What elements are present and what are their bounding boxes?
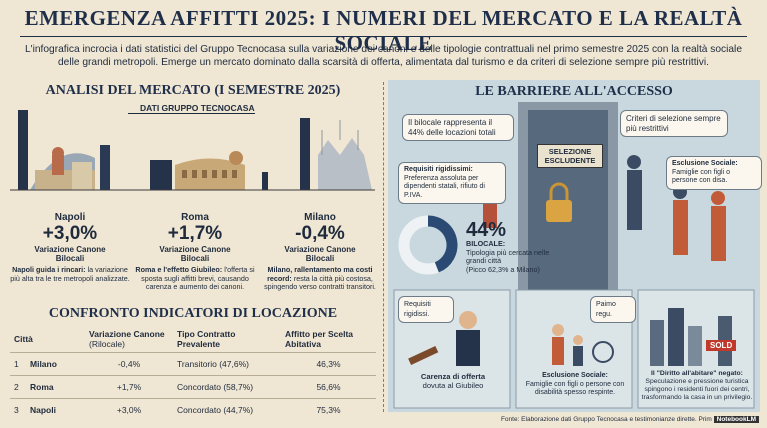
city-name: Napoli — [54, 212, 86, 223]
panel-caption: Esclusione Sociale: Famiglie con figli o … — [516, 372, 634, 398]
brand: NotebookLM — [713, 416, 759, 423]
panel-lead: Carenza di offerta — [420, 372, 486, 381]
city-name: Roma — [181, 212, 209, 223]
panel-caption: Carenza di offerta dovuta al Giubileo — [394, 372, 512, 390]
skylines — [10, 110, 375, 191]
city-metric: Variazione Canone Bilocali — [159, 245, 231, 263]
note-text: Preferenza assoluta per dipendenti stata… — [404, 174, 485, 199]
source: Fonte: Elaborazione dati Gruppo Tecnocas… — [500, 416, 712, 423]
market-title: ANALISI DEL MERCATO (I SEMESTRE 2025) — [45, 83, 341, 98]
city-desc: Napoli guida i rincari: la variazione pi… — [10, 265, 130, 283]
city-name: Milano — [304, 212, 336, 223]
cell: -0,4% — [85, 352, 174, 376]
cell: Milano — [26, 352, 86, 376]
donut-desc: Tipologia più cercata nelle grandi città — [466, 247, 550, 265]
cell: 2 — [10, 375, 26, 399]
cell: 1 — [10, 352, 26, 376]
city-text: l'offerta si sposta sugli affitti brevi,… — [141, 265, 255, 291]
th: Variazione Canone (Rilocale) — [85, 326, 173, 353]
sold-sign: SOLD — [706, 340, 737, 351]
rule — [20, 36, 747, 37]
bubble: Criteri di selezione sempre più restritt… — [620, 110, 728, 137]
city-text: resta la città più costosa, spingendo ve… — [264, 273, 376, 291]
panel-lead: Il "Diritto all'abitare" negato: — [651, 370, 743, 377]
city-desc: Roma e l'effetto Giubileo: l'offerta si … — [135, 265, 255, 292]
donut — [398, 215, 458, 275]
skyline-milano — [300, 118, 372, 190]
panel-text: Famiglie con figli o persone con disabil… — [525, 380, 625, 397]
city-metric: Variazione Canone Bilocali — [34, 245, 106, 263]
cell: +3,0% — [85, 398, 174, 421]
note: Esclusione Sociale: Famiglie con figli o … — [666, 156, 762, 190]
cell: Napoli — [26, 398, 86, 421]
door-sign: SELEZIONE ESCLUDENTE — [537, 144, 603, 168]
table-row: 2 Roma +1,7% Concordato (58,7%) 56,6% — [10, 375, 376, 399]
cell: 46,3% — [281, 352, 376, 376]
cell: Transitorio (47,6%) — [173, 352, 282, 376]
padlock-shackle — [549, 182, 569, 200]
title: EMERGENZA AFFITTI 2025: I NUMERI DEL MER… — [24, 6, 743, 55]
donut-label: 44% — [466, 219, 507, 241]
table-row: 3 Napoli +3,0% Concordato (44,7%) 75,3% — [10, 398, 376, 421]
divider — [383, 82, 384, 412]
panel-text: dovuta al Giubileo — [422, 381, 484, 390]
skyline-roma — [150, 151, 268, 190]
th-main: Variazione Canone — [89, 329, 165, 339]
city-change: +1,7% — [167, 223, 223, 244]
donut-lead: BILOCALE: — [466, 239, 506, 248]
city-desc: Milano, rallentamento ma costi record: r… — [260, 265, 380, 292]
city-card: Napoli +3,0% Variazione Canone Bilocali … — [10, 212, 130, 283]
note-lead: Requisiti rigidissimi: — [404, 166, 473, 173]
footer: Fonte: Elaborazione dati Gruppo Tecnocas… — [501, 416, 759, 423]
barriers-title: LE BARRIERE ALL'ACCESSO — [475, 84, 673, 99]
donut-note: (Picco 62,3% a Milano) — [466, 264, 540, 274]
badge: DATI GRUPPO TECNOCASA — [128, 103, 255, 114]
donut-text: 44% BILOCALE: Tipologia più cercata nell… — [466, 220, 556, 274]
panel-text: Speculazione e pressione turistica sping… — [641, 378, 753, 401]
city-lead: Napoli guida i rincari: — [12, 265, 86, 274]
panel-lead: Esclusione Sociale: — [542, 372, 608, 379]
cell: 75,3% — [281, 398, 376, 421]
note: Requisiti rigidissimi: Preferenza assolut… — [398, 162, 506, 204]
city-change: -0,4% — [295, 223, 345, 244]
th: Affitto per Scelta Abitativa — [285, 329, 354, 349]
padlock — [546, 200, 572, 222]
cell: Concordato (44,7%) — [173, 398, 282, 421]
cell: Concordato (58,7%) — [173, 375, 282, 399]
cell: 3 — [10, 398, 26, 421]
city-change: +3,0% — [42, 223, 98, 244]
th: Tipo Contratto Prevalente — [177, 329, 236, 349]
table: Città Variazione Canone (Rilocale) Tipo … — [10, 326, 376, 421]
cell: +1,7% — [85, 375, 174, 399]
th: Città — [14, 334, 33, 344]
table-title: CONFRONTO INDICATORI DI LOCAZIONE — [48, 306, 338, 321]
panel-caption: Il "Diritto all'abitare" negato: Speculaz… — [638, 370, 756, 402]
th-sub: (Rilocale) — [89, 339, 125, 349]
table-header: Città Variazione Canone (Rilocale) Tipo … — [10, 326, 376, 353]
city-lead: Roma e l'effetto Giubileo: — [135, 265, 223, 274]
intro: L'infografica incrocia i dati statistici… — [25, 44, 742, 68]
donut-arc — [427, 215, 458, 273]
city-text: la variazione più alta tra le tre metrop… — [10, 265, 130, 283]
cell: 56,6% — [281, 375, 376, 399]
note-lead: Esclusione Sociale: — [672, 160, 738, 167]
table-row: 1 Milano -0,4% Transitorio (47,6%) 46,3% — [10, 352, 376, 376]
city-metric: Variazione Canone Bilocali — [284, 245, 356, 263]
city-lead: Milano, rallentamento ma costi record: — [267, 265, 373, 283]
note-text: Famiglie con figli o persone con disa. — [672, 168, 730, 185]
cell: Roma — [26, 375, 86, 399]
city-card: Roma +1,7% Variazione Canone Bilocali Ro… — [135, 212, 255, 292]
bubble: Il bilocale rappresenta il 44% delle loc… — [402, 114, 514, 141]
panel-bubble: Paimo regu. — [590, 296, 636, 323]
skyline-napoli — [18, 110, 110, 190]
panel-bubble: Requisiti rigidissi. — [398, 296, 454, 323]
city-card: Milano -0,4% Variazione Canone Bilocali … — [260, 212, 380, 292]
